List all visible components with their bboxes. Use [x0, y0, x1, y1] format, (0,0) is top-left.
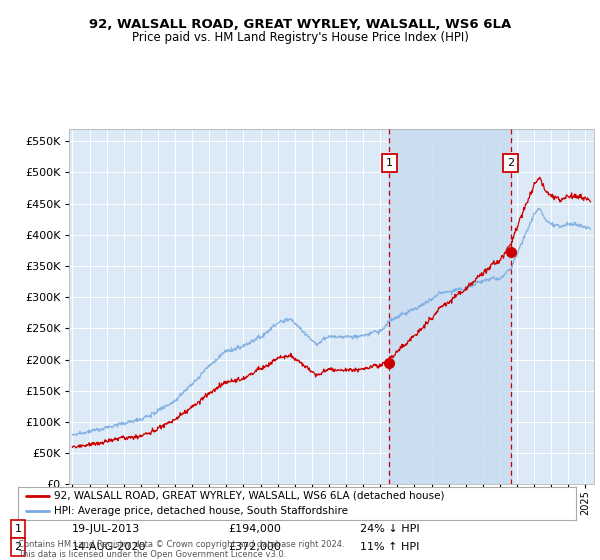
Text: Contains HM Land Registry data © Crown copyright and database right 2024.
This d: Contains HM Land Registry data © Crown c…: [18, 540, 344, 559]
Text: 1: 1: [14, 524, 22, 534]
Text: HPI: Average price, detached house, South Staffordshire: HPI: Average price, detached house, Sout…: [54, 506, 348, 516]
Text: 19-JUL-2013: 19-JUL-2013: [72, 524, 140, 534]
Text: 11% ↑ HPI: 11% ↑ HPI: [360, 542, 419, 552]
Text: 92, WALSALL ROAD, GREAT WYRLEY, WALSALL, WS6 6LA (detached house): 92, WALSALL ROAD, GREAT WYRLEY, WALSALL,…: [54, 491, 445, 501]
Text: Price paid vs. HM Land Registry's House Price Index (HPI): Price paid vs. HM Land Registry's House …: [131, 31, 469, 44]
Text: 2: 2: [507, 158, 514, 168]
Bar: [389, 129, 511, 484]
Text: 24% ↓ HPI: 24% ↓ HPI: [360, 524, 419, 534]
Text: 2: 2: [14, 542, 22, 552]
Text: £372,000: £372,000: [228, 542, 281, 552]
Text: 1: 1: [386, 158, 393, 168]
Text: £194,000: £194,000: [228, 524, 281, 534]
Text: 92, WALSALL ROAD, GREAT WYRLEY, WALSALL, WS6 6LA: 92, WALSALL ROAD, GREAT WYRLEY, WALSALL,…: [89, 18, 511, 31]
Text: 14-AUG-2020: 14-AUG-2020: [72, 542, 146, 552]
